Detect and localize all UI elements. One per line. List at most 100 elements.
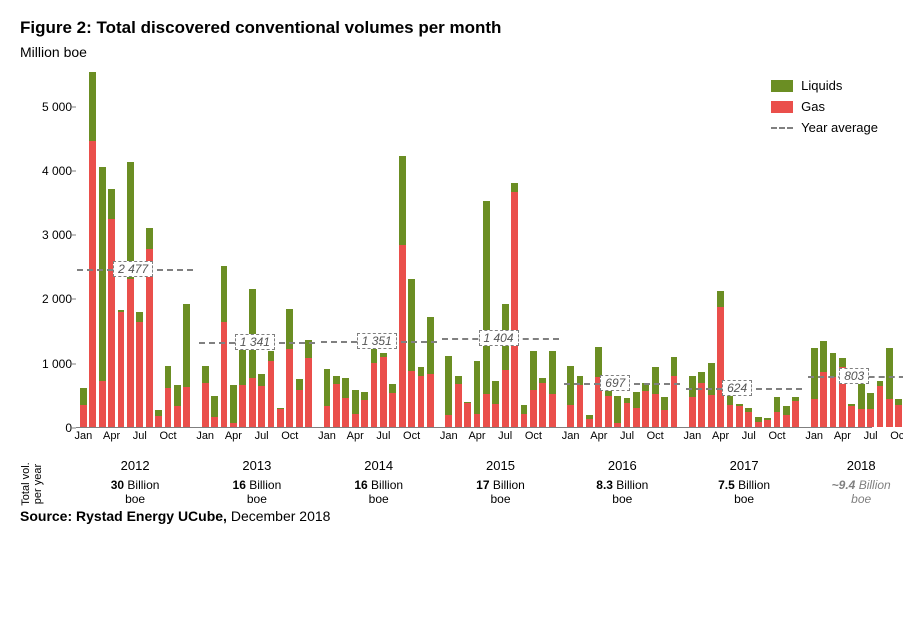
bar-liquids	[755, 417, 762, 422]
bar-gas	[296, 390, 303, 427]
bar-gas	[80, 405, 87, 428]
bar-liquids	[886, 348, 893, 399]
bar-stack	[474, 361, 481, 427]
bar-stack	[642, 383, 649, 427]
bar-liquids	[258, 374, 265, 386]
bar-liquids	[296, 379, 303, 390]
year-total-label: 8.3 Billionboe	[577, 478, 667, 506]
bar-stack	[202, 366, 209, 427]
month-label: Oct	[890, 430, 903, 442]
bar-liquids	[165, 366, 172, 389]
bar-gas	[792, 401, 799, 427]
bar-gas	[745, 412, 752, 427]
bar-stack	[183, 304, 190, 427]
bar-liquids	[380, 353, 387, 357]
bar-stack	[605, 386, 612, 427]
bar-stack	[811, 348, 818, 427]
bar-liquids	[595, 347, 602, 377]
month-label: Apr	[468, 430, 485, 442]
bar-liquids	[736, 404, 743, 407]
year-label: 2014	[364, 458, 393, 473]
month-label: Apr	[225, 430, 242, 442]
bar-stack	[633, 392, 640, 427]
y-tick-label: 2 000	[28, 292, 72, 306]
bar-liquids	[661, 397, 668, 410]
bar-liquids	[530, 351, 537, 390]
bar-stack	[877, 381, 884, 427]
bar-liquids	[268, 351, 275, 361]
bar-stack	[174, 385, 181, 427]
bar-liquids	[464, 402, 471, 403]
bar-gas	[483, 394, 490, 427]
year-total-label: 16 Billionboe	[334, 478, 424, 506]
bar-stack	[305, 340, 312, 427]
bar-gas	[689, 397, 696, 427]
bar-liquids	[389, 384, 396, 393]
y-tick-label: 3 000	[28, 228, 72, 242]
bar-stack	[549, 351, 556, 428]
bar-gas	[371, 363, 378, 427]
bar-stack	[736, 404, 743, 427]
bar-stack	[445, 356, 452, 427]
bar-stack	[511, 183, 518, 427]
bar-stack	[755, 417, 762, 427]
bar-liquids	[586, 415, 593, 419]
bar-stack	[717, 291, 724, 427]
bar-stack	[89, 72, 96, 427]
month-label: Jan	[440, 430, 458, 442]
bar-stack	[774, 397, 781, 427]
bar-gas	[539, 383, 546, 427]
bar-liquids	[539, 378, 546, 383]
bar-stack	[408, 279, 415, 427]
bar-liquids	[399, 156, 406, 245]
bar-liquids	[811, 348, 818, 399]
month-label: Oct	[159, 430, 176, 442]
bar-stack	[567, 366, 574, 427]
month-label: Jul	[742, 430, 756, 442]
year-average-label: 624	[722, 380, 752, 396]
bar-gas	[324, 406, 331, 427]
bar-gas	[211, 417, 218, 427]
source-line: Source: Rystad Energy UCube, December 20…	[20, 508, 883, 524]
month-label: Apr	[834, 430, 851, 442]
bar-gas	[708, 395, 715, 427]
bar-stack	[708, 363, 715, 427]
bar-liquids	[455, 376, 462, 384]
bar-stack	[371, 343, 378, 427]
month-label: Oct	[281, 430, 298, 442]
bar-gas	[877, 386, 884, 427]
bar-gas	[530, 390, 537, 427]
bar-stack	[464, 402, 471, 427]
bar-stack	[296, 379, 303, 427]
bar-liquids	[783, 406, 790, 416]
month-label: Jul	[133, 430, 147, 442]
bar-gas	[380, 357, 387, 427]
plot-area: 2 4771 3411 3511 404697624803	[76, 68, 872, 428]
bar-stack	[389, 384, 396, 427]
bar-gas	[633, 408, 640, 427]
year-label: 2018	[847, 458, 876, 473]
bar-stack	[258, 374, 265, 427]
year-label: 2015	[486, 458, 515, 473]
bar-gas	[408, 371, 415, 427]
bar-liquids	[174, 385, 181, 407]
bar-gas	[886, 399, 893, 427]
bar-stack	[118, 310, 125, 427]
bar-liquids	[445, 356, 452, 415]
bar-gas	[661, 410, 668, 427]
bar-stack	[848, 404, 855, 427]
bar-stack	[108, 189, 115, 427]
bar-stack	[249, 289, 256, 427]
bar-liquids	[352, 390, 359, 414]
bar-liquids	[521, 405, 528, 414]
month-label: Jul	[620, 430, 634, 442]
year-total-label: 17 Billionboe	[456, 478, 546, 506]
bar-liquids	[136, 312, 143, 322]
bar-gas	[642, 391, 649, 427]
month-label: Apr	[347, 430, 364, 442]
bar-gas	[333, 384, 340, 427]
bar-gas	[165, 388, 172, 427]
bar-stack	[698, 372, 705, 427]
bar-stack	[895, 399, 902, 427]
bar-liquids	[492, 381, 499, 404]
